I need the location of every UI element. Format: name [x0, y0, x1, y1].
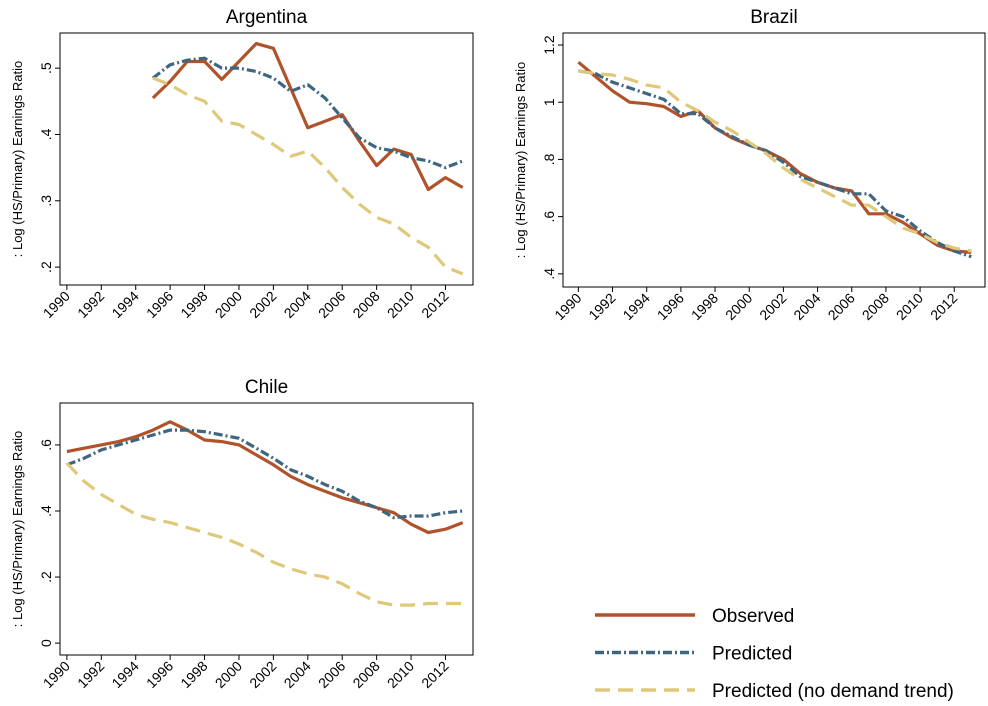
legend-label: Observed: [712, 606, 794, 627]
x-tick-label: 1996: [654, 290, 687, 323]
chart-title: Chile: [245, 377, 288, 398]
chart-title: Brazil: [750, 7, 798, 28]
y-tick-label: 1.2: [541, 35, 557, 55]
x-tick-label: 1992: [585, 290, 618, 323]
x-tick-label: 2010: [384, 658, 417, 691]
x-tick-label: 2002: [246, 658, 279, 691]
x-tick-label: 2008: [349, 658, 382, 691]
x-tick-label: 1998: [177, 288, 210, 321]
plot-frame: [59, 402, 474, 656]
x-tick-label: 2012: [418, 658, 451, 691]
y-tick-label: .5: [38, 62, 54, 74]
x-tick-label: 2002: [246, 288, 279, 321]
y-axis-label: : Log (HS/Primary) Earnings Ratio: [10, 431, 25, 628]
x-tick-label: 2010: [384, 288, 417, 321]
plot-frame: [59, 32, 474, 286]
x-tick-label: 2008: [859, 290, 892, 323]
y-tick-label: 1: [541, 98, 557, 106]
y-tick-label: .4: [38, 128, 54, 140]
x-tick-label: 2004: [790, 290, 823, 323]
x-tick-label: 1998: [177, 658, 210, 691]
series-line: [152, 76, 464, 276]
y-tick-label: .2: [38, 571, 54, 583]
x-tick-label: 1994: [108, 288, 141, 321]
x-tick-label: 2004: [281, 658, 314, 691]
y-tick-label: .6: [38, 439, 54, 451]
x-tick-label: 2012: [927, 290, 960, 323]
series-line: [151, 56, 464, 170]
x-tick-label: 2006: [825, 290, 858, 323]
x-tick-label: 1996: [143, 658, 176, 691]
chart-title: Argentina: [226, 7, 308, 28]
x-tick-label: 1996: [143, 288, 176, 321]
x-tick-label: 2006: [315, 288, 348, 321]
y-tick-label: 0: [38, 639, 54, 647]
series-line: [66, 428, 463, 520]
series-line: [66, 420, 464, 535]
y-tick-label: .8: [541, 153, 557, 165]
x-tick-label: 2000: [212, 658, 245, 691]
y-axis-label: : Log (HS/Primary) Earnings Ratio: [513, 62, 528, 259]
legend-label: Predicted (no demand trend): [712, 681, 954, 702]
x-tick-label: 2000: [722, 290, 755, 323]
x-tick-label: 1992: [74, 658, 107, 691]
y-tick-label: .2: [38, 261, 54, 273]
y-axis-label: : Log (HS/Primary) Earnings Ratio: [10, 61, 25, 258]
y-tick-label: .4: [38, 505, 54, 517]
x-tick-label: 2006: [315, 658, 348, 691]
y-tick-label: .3: [38, 195, 54, 207]
x-tick-label: 2000: [212, 288, 245, 321]
x-tick-label: 2008: [349, 288, 382, 321]
y-tick-label: .6: [541, 211, 557, 223]
x-tick-label: 1994: [108, 658, 141, 691]
series-line: [65, 462, 463, 607]
series-line: [151, 42, 464, 192]
y-tick-label: .4: [541, 268, 557, 280]
x-tick-label: 1994: [619, 290, 652, 323]
series-line: [578, 69, 972, 253]
x-tick-label: 2004: [281, 288, 314, 321]
plot-frame: [562, 32, 986, 288]
x-tick-label: 1990: [40, 288, 73, 321]
legend-label: Predicted: [712, 644, 792, 665]
x-tick-label: 1990: [40, 658, 73, 691]
x-tick-label: 2002: [756, 290, 789, 323]
x-tick-label: 2010: [893, 290, 926, 323]
series-line: [578, 69, 972, 259]
x-tick-label: 2012: [418, 288, 451, 321]
x-tick-label: 1998: [688, 290, 721, 323]
x-tick-label: 1990: [551, 290, 584, 323]
x-tick-label: 1992: [74, 288, 107, 321]
